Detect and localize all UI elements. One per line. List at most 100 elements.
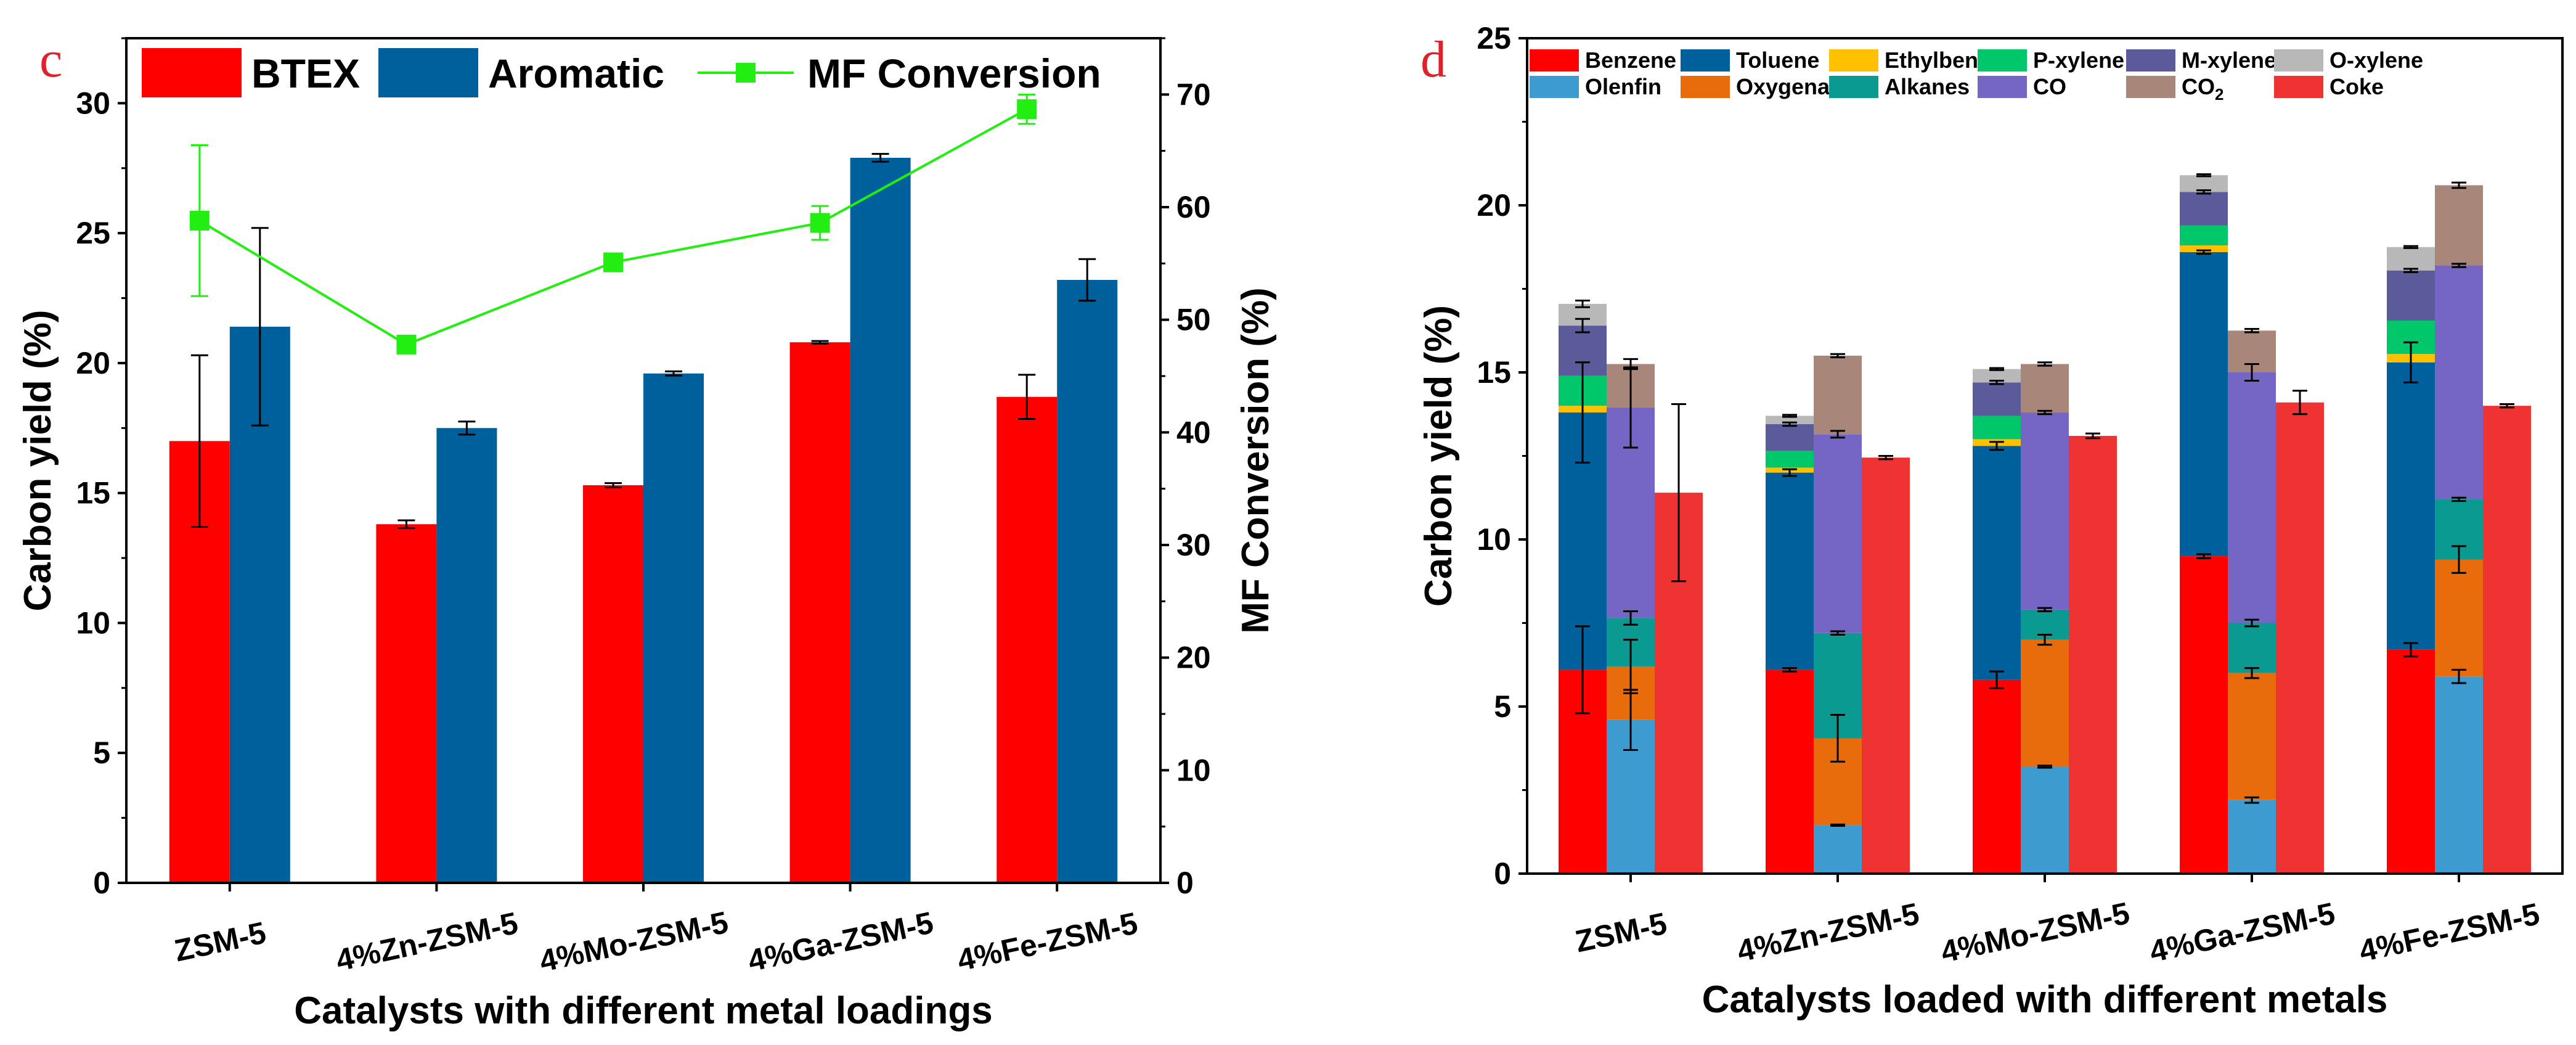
legend-label-benzene: Benzene: [1585, 47, 1676, 73]
bar-coke-4-mo-zsm-5: [2069, 435, 2117, 874]
legend-swatch-oxygenates: [1681, 76, 1730, 98]
bar-btex-4-ga-zsm-5: [789, 342, 850, 883]
legend-swatch-aromatic: [378, 48, 478, 97]
bar-p-xylene-4-zn-zsm-5: [1766, 451, 1814, 468]
legend-label-co2: CO2: [2182, 74, 2223, 104]
legend-label-alkanes: Alkanes: [1885, 74, 1970, 99]
x-tick-label: 4%Zn-ZSM-5: [333, 906, 521, 978]
legend-swatch-co2: [2126, 76, 2175, 98]
bar-p-xylene-4-mo-zsm-5: [1973, 416, 2021, 440]
bar-alkanes-4-ga-zsm-5: [2228, 623, 2276, 673]
y2-axis-title: MF Conversion (%): [1234, 287, 1277, 633]
bar-coke-4-zn-zsm-5: [1862, 457, 1910, 874]
bar-ethylbenzene-4-ga-zsm-5: [2180, 245, 2228, 252]
bar-o-xylene-4-mo-zsm-5: [1973, 369, 2021, 383]
x-tick-label: 4%Ga-ZSM-5: [2146, 896, 2338, 969]
bar-btex-4-fe-zsm-5: [997, 396, 1058, 883]
legend-label-co: CO: [2033, 74, 2066, 99]
legend-label-aromatic: Aromatic: [488, 51, 664, 96]
legend-label-btex: BTEX: [251, 51, 360, 96]
y2-tick-label: 0: [1176, 866, 1194, 900]
bar-co-4-ga-zsm-5: [2228, 372, 2276, 623]
legend-swatch-benzene: [1530, 49, 1579, 72]
y-tick-label: 25: [1477, 21, 1511, 55]
legend-swatch-btex: [142, 48, 242, 97]
panel-c-bar-chart: c 0 5 10 15 20 25 30 0 10 20 30 40 50 60 70 ZSM-5 4%Zn-Z…: [17, 31, 1277, 1032]
bar-o-xylene-4-zn-zsm-5: [1766, 416, 1814, 425]
legend-swatch-toluene: [1681, 49, 1730, 72]
bar-aromatic-4-fe-zsm-5: [1057, 280, 1118, 883]
y-tick-label: 15: [1477, 355, 1511, 390]
bar-oxygenates-4-mo-zsm-5: [2021, 639, 2069, 767]
bar-olenfin-4-mo-zsm-5: [2021, 766, 2069, 874]
point-mf-conversion-4-zn-zsm-5: [396, 334, 417, 354]
legend-label-olenfin: Olenfin: [1585, 74, 1661, 99]
y-tick-label: 0: [1494, 856, 1511, 891]
bar-m-xylene-4-mo-zsm-5: [1973, 382, 2021, 416]
point-mf-conversion-4-mo-zsm-5: [603, 252, 623, 273]
legend-label-o-xylene: O-xylene: [2329, 47, 2423, 73]
y2-tick-label: 50: [1176, 303, 1211, 337]
y2-tick-label: 20: [1176, 641, 1211, 675]
bar-toluene-4-fe-zsm-5: [2387, 362, 2435, 650]
point-mf-conversion-4-fe-zsm-5: [1017, 99, 1037, 120]
legend-swatch-ethylbenzene: [1829, 49, 1878, 72]
x-tick-label: 4%Mo-ZSM-5: [536, 905, 731, 978]
x-tick-label: 4%Fe-ZSM-5: [2356, 896, 2542, 969]
bar-co-4-mo-zsm-5: [2021, 412, 2069, 610]
y2-tick-label: 30: [1176, 528, 1211, 562]
x-axis-title: Catalysts loaded with different metals: [1702, 978, 2388, 1021]
legend-label-toluene: Toluene: [1736, 47, 1819, 73]
legend-swatch-p-xylene: [1978, 49, 2027, 72]
y-tick-label: 20: [76, 346, 110, 380]
legend-label-p-xylene: P-xylene: [2033, 47, 2124, 73]
panel-d-stacked-bar-chart: d 0 5 10 15 20 25 ZSM-5 4%Zn-ZSM-5 4%Mo-ZSM-5 4%G…: [1417, 21, 2564, 1021]
bar-olenfin-4-zn-zsm-5: [1814, 825, 1862, 874]
y2-tick-label: 10: [1176, 753, 1211, 787]
bar-m-xylene-4-fe-zsm-5: [2387, 270, 2435, 321]
x-tick-label: 4%Ga-ZSM-5: [745, 905, 937, 978]
x-tick-label: ZSM-5: [1572, 906, 1669, 959]
bar-toluene-4-mo-zsm-5: [1973, 446, 2021, 680]
y2-tick-label: 60: [1176, 190, 1211, 224]
bar-btex-4-mo-zsm-5: [583, 485, 643, 883]
legend-label-coke: Coke: [2329, 74, 2384, 99]
y-tick-label: 15: [76, 476, 110, 510]
bar-oxygenates-4-ga-zsm-5: [2228, 673, 2276, 800]
legend-label-m-xylene: M-xylene: [2182, 47, 2276, 73]
bar-co2-4-fe-zsm-5: [2435, 185, 2483, 266]
y-tick-label: 10: [76, 605, 110, 640]
y2-tick-label: 40: [1176, 415, 1211, 449]
bar-btex-4-zn-zsm-5: [376, 524, 437, 883]
y-tick-label: 20: [1477, 188, 1511, 223]
bar-benzene-4-mo-zsm-5: [1973, 679, 2021, 874]
y-tick-label: 10: [1477, 522, 1511, 557]
bar-olenfin-4-fe-zsm-5: [2435, 676, 2483, 874]
legend-swatch-o-xylene: [2274, 49, 2323, 72]
legend-label-mf-conversion: MF Conversion: [807, 51, 1101, 96]
legend-swatch-m-xylene: [2126, 49, 2175, 72]
bar-coke-4-ga-zsm-5: [2276, 402, 2324, 874]
bar-aromatic-4-zn-zsm-5: [436, 428, 497, 883]
bar-co2-4-mo-zsm-5: [2021, 364, 2069, 413]
panel-d-letter: d: [1420, 31, 1446, 88]
bar-benzene-4-ga-zsm-5: [2180, 556, 2228, 874]
y-axis-title: Carbon yield (%): [17, 309, 59, 611]
y-tick-label: 30: [76, 86, 110, 120]
bar-co-4-zn-zsm-5: [1814, 434, 1862, 633]
panel-c-letter: c: [39, 31, 62, 88]
legend-swatch-coke: [2274, 76, 2323, 98]
legend-marker-mf-conversion: [736, 63, 756, 83]
legend-swatch-alkanes: [1829, 76, 1878, 98]
y-tick-label: 5: [93, 736, 110, 770]
bar-co2-4-zn-zsm-5: [1814, 355, 1862, 435]
x-tick-label: 4%Mo-ZSM-5: [1938, 896, 2132, 969]
point-mf-conversion-4-ga-zsm-5: [810, 213, 830, 233]
bar-aromatic-4-mo-zsm-5: [643, 373, 704, 883]
bar-m-xylene-4-ga-zsm-5: [2180, 192, 2228, 226]
x-tick-label: ZSM-5: [171, 915, 269, 968]
bar-toluene-4-zn-zsm-5: [1766, 472, 1814, 670]
bar-aromatic-4-ga-zsm-5: [850, 157, 911, 883]
legend-swatch-co: [1978, 76, 2027, 98]
